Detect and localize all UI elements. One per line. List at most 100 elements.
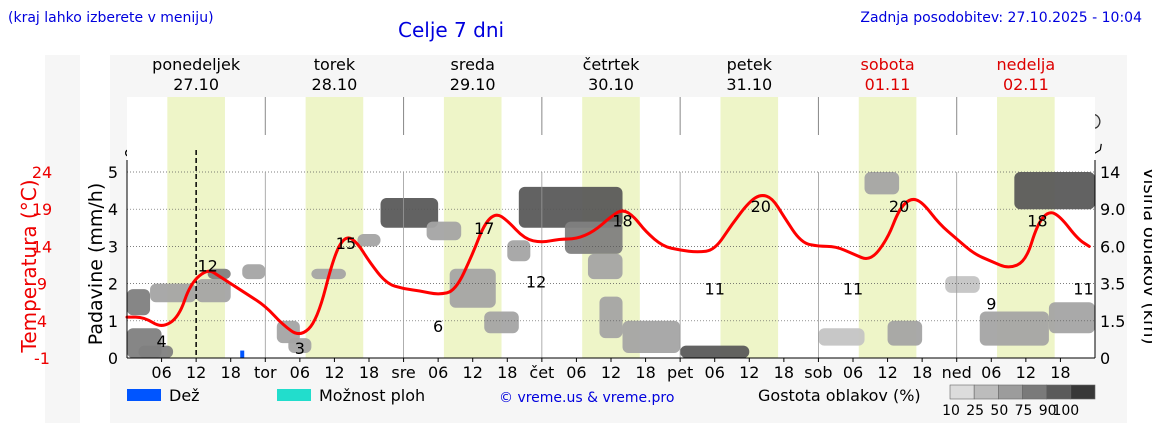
cloud-height-tick: 9.0 xyxy=(1100,200,1125,219)
cloud-patch xyxy=(357,234,381,247)
temperature-label: 11 xyxy=(1073,280,1093,299)
density-legend-label: Gostota oblakov (%) xyxy=(758,386,921,405)
cloud-height-tick: 0 xyxy=(1100,349,1110,368)
x-tick-label: ned xyxy=(942,363,972,382)
x-tick-label: 12 xyxy=(1016,363,1036,382)
temperature-label: 15 xyxy=(336,234,356,253)
cloud-patch xyxy=(680,345,750,358)
x-tick-label: 12 xyxy=(877,363,897,382)
temperature-tick: -1 xyxy=(34,349,50,368)
cloud-patch xyxy=(622,320,681,354)
precip-tick: 5 xyxy=(108,163,118,182)
density-step-label: 10 xyxy=(942,403,960,419)
rain-bars xyxy=(240,350,245,358)
day-name: nedelja xyxy=(997,55,1056,74)
x-tick-label: 06 xyxy=(843,363,863,382)
cloud-patch xyxy=(426,221,462,241)
cloud-patch xyxy=(887,320,923,346)
density-swatch xyxy=(998,384,1023,400)
daytime-band xyxy=(858,97,917,358)
day-date: 31.10 xyxy=(726,75,772,94)
temperature-label: 11 xyxy=(843,280,863,299)
x-tick-label: 12 xyxy=(324,363,344,382)
temperature-label: 20 xyxy=(889,197,909,216)
density-swatch xyxy=(973,384,999,400)
precip-tick: 3 xyxy=(108,237,118,256)
temperature-line xyxy=(125,194,1091,336)
density-swatch xyxy=(1070,384,1096,400)
x-tick-label: 06 xyxy=(705,363,725,382)
cloud-height-tick: 3.5 xyxy=(1100,275,1125,294)
cloud-patch xyxy=(276,320,300,344)
density-swatch xyxy=(1046,384,1072,400)
region-note: (kraj lahko izberete v meniju) xyxy=(8,10,214,26)
cloud-height-tick: 14 xyxy=(1100,163,1120,182)
precip-tick: 2 xyxy=(108,275,118,294)
temperature-series: 4 12 3 15 6 17 12 18 11 20 11 20 9 18 11 xyxy=(125,194,1094,358)
temperature-label: 20 xyxy=(751,197,771,216)
temperature-tick: 4 xyxy=(37,312,47,331)
x-tick-label: 18 xyxy=(359,363,379,382)
rain-bar xyxy=(240,350,245,358)
temperature-label: 17 xyxy=(474,219,494,238)
day-name: ponedeljek xyxy=(152,55,241,74)
x-tick-label: 12 xyxy=(601,363,621,382)
cloud-patch xyxy=(1014,172,1095,210)
temperature-label: 4 xyxy=(156,332,166,351)
density-step-label: 75 xyxy=(1015,403,1033,419)
density-step-label: 25 xyxy=(966,403,984,419)
x-tick-label: 12 xyxy=(739,363,759,382)
cloud-patch xyxy=(380,198,439,228)
page-title: Celje 7 dni xyxy=(398,18,504,42)
day-name: četrtek xyxy=(583,55,641,74)
density-step-label: 100 xyxy=(1052,403,1079,419)
temperature-tick: 19 xyxy=(32,200,52,219)
x-tick-label: sre xyxy=(391,363,415,382)
cloud-patch xyxy=(979,311,1049,346)
density-step-label: 50 xyxy=(990,403,1008,419)
x-tick-label: sob xyxy=(804,363,832,382)
cloud-patch xyxy=(484,311,519,334)
temperature-axis-title: Temperatura (°C) xyxy=(17,179,41,353)
cloud-patch xyxy=(945,276,980,293)
plot-background xyxy=(127,97,1095,358)
precip-tick: 0 xyxy=(108,349,118,368)
density-swatch xyxy=(1022,384,1047,400)
temperature-tick: 24 xyxy=(32,163,52,182)
temperature-label: 9 xyxy=(986,295,996,314)
cloud-patch xyxy=(564,221,623,254)
cloud-patch xyxy=(242,264,266,280)
legend-storm-label: Možnost ploh xyxy=(319,386,425,405)
x-tick-label: tor xyxy=(254,363,277,382)
cloud-height-axis-title: Višina oblakov (km) xyxy=(1139,167,1152,344)
temperature-label: 12 xyxy=(197,256,217,275)
temperature-tick: 9 xyxy=(37,275,47,294)
credit: © vreme.us & vreme.pro xyxy=(499,390,674,406)
x-tick-label: 18 xyxy=(221,363,241,382)
cloud-patch xyxy=(864,172,900,195)
x-tick-label: 06 xyxy=(428,363,448,382)
legend-rain-swatch xyxy=(127,389,161,401)
last-update: Zadnja posodobitev: 27.10.2025 - 10:04 xyxy=(860,10,1142,26)
grid-lines xyxy=(127,150,1095,358)
legend-rain-label: Dež xyxy=(169,386,200,405)
day-date: 27.10 xyxy=(173,75,219,94)
cloud-patch xyxy=(196,279,231,303)
day-date: 28.10 xyxy=(312,75,358,94)
precip-tick: 4 xyxy=(108,200,118,219)
x-tick-label: 18 xyxy=(497,363,517,382)
x-tick-label: 18 xyxy=(774,363,794,382)
day-date: 29.10 xyxy=(450,75,496,94)
temperature-label: 11 xyxy=(705,280,725,299)
cloud-patch xyxy=(127,289,151,316)
density-step-label: 90 xyxy=(1039,403,1057,419)
cloud-height-tick: 1.5 xyxy=(1100,312,1125,331)
day-name: petek xyxy=(727,55,773,74)
day-name: sreda xyxy=(451,55,495,74)
x-tick-label: čet xyxy=(529,363,554,382)
temperature-label: 3 xyxy=(295,339,305,358)
cloud-height-tick: 6.0 xyxy=(1100,237,1125,256)
cloud-patch xyxy=(449,268,496,308)
